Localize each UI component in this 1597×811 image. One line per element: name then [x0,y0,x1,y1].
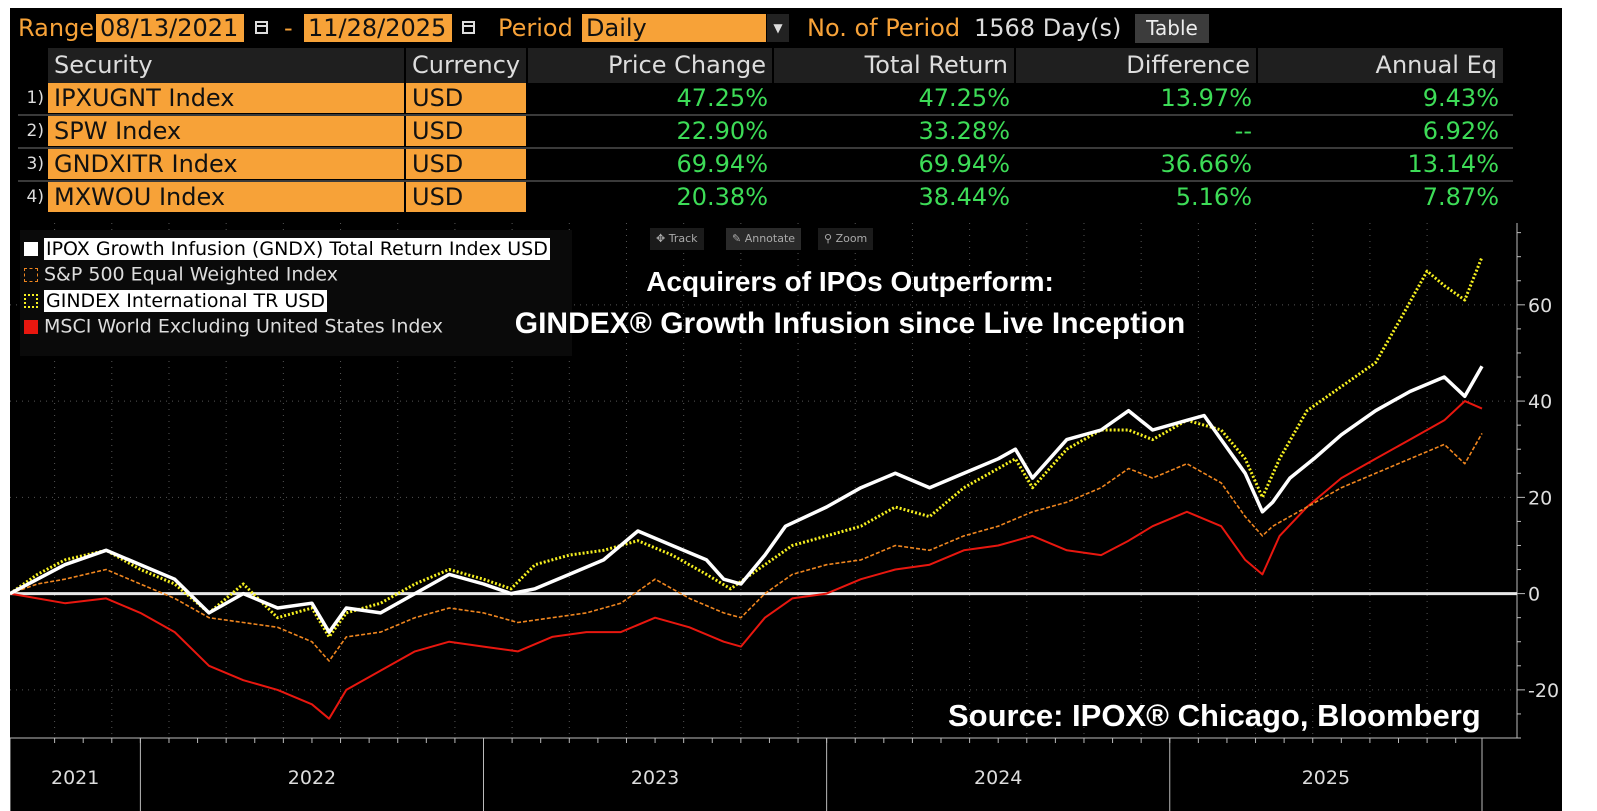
total-return-cell: 33.28% [918,117,1010,145]
annual-eq-cell: 9.43% [1422,84,1499,112]
series-line [10,433,1483,662]
total-return-cell: 47.25% [918,84,1010,112]
legend-label: S&P 500 Equal Weighted Index [44,263,339,286]
legend-item[interactable]: S&P 500 Equal Weighted Index [24,262,338,286]
row-divider [18,180,1513,182]
security-cell[interactable]: IPXUGNT Index [48,83,404,113]
chevron-down-icon[interactable]: ▼ [767,14,789,42]
range-label: Range [18,14,95,42]
x-tick-label: 2025 [1302,767,1350,789]
legend-item[interactable]: MSCI World Excluding United States Index [24,314,443,338]
row-divider [18,114,1513,116]
difference-cell: 36.66% [1160,150,1252,178]
legend-item[interactable]: GINDEX International TR USD [24,288,327,312]
range-dash: - [284,14,293,42]
total-return-cell: 38.44% [918,183,1010,211]
chart-source: Source: IPOX® Chicago, Bloomberg [948,698,1481,733]
header-total-return[interactable]: Total Return [774,48,1014,83]
calendar-icon[interactable] [462,21,475,34]
currency-cell[interactable]: USD [406,116,526,146]
range-start-input[interactable]: 08/13/2021 [96,14,244,42]
legend-label: GINDEX International TR USD [44,289,327,312]
annual-eq-cell: 6.92% [1422,117,1499,145]
performance-chart[interactable]: 60 40 20 0 -20 2021 2022 2023 2024 2025 [10,8,1562,811]
header-price-change[interactable]: Price Change [528,48,772,83]
x-tick-label: 2022 [288,767,336,789]
bloomberg-terminal: Range 08/13/2021 - 11/28/2025 Period Dai… [10,8,1562,811]
annotate-tool[interactable]: ✎ Annotate [726,228,802,250]
annual-eq-cell: 13.14% [1407,150,1499,178]
x-tick-label: 2024 [974,767,1022,789]
num-period-value: 1568 Day(s) [974,14,1122,42]
period-select[interactable]: Daily [582,14,766,42]
legend-item[interactable]: IPOX Growth Infusion (GNDX) Total Return… [24,236,550,260]
zoom-tool[interactable]: ⚲ Zoom [818,228,874,250]
currency-cell[interactable]: USD [406,83,526,113]
security-cell[interactable]: MXWOU Index [48,182,404,212]
legend-swatch [24,319,38,334]
chart-subtitle: GINDEX® Growth Infusion since Live Incep… [514,307,1186,340]
currency-cell[interactable]: USD [406,182,526,212]
toolbar: Range 08/13/2021 - 11/28/2025 Period Dai… [10,8,1562,48]
security-cell[interactable]: SPW Index [48,116,404,146]
difference-cell: -- [1234,117,1252,145]
row-number: 4) [26,187,44,207]
y-tick-label: 60 [1528,295,1552,317]
row-number: 1) [26,88,44,108]
table-button[interactable]: Table [1135,14,1209,43]
legend-label: IPOX Growth Infusion (GNDX) Total Return… [44,237,550,260]
row-number: 3) [26,154,44,174]
range-end-input[interactable]: 11/28/2025 [304,14,452,42]
price-change-cell: 47.25% [676,84,768,112]
series-line [10,365,1484,634]
y-tick-label: 40 [1528,391,1552,413]
header-security[interactable]: Security [48,48,404,83]
header-currency[interactable]: Currency [406,48,526,83]
price-change-cell: 22.90% [676,117,768,145]
header-difference[interactable]: Difference [1016,48,1256,83]
num-period-label: No. of Period [807,14,961,42]
series-line [10,400,1483,720]
chart-legend: IPOX Growth Infusion (GNDX) Total Return… [20,230,572,356]
row-divider [18,147,1513,149]
chart-title: Acquirers of IPOs Outperform: [646,266,1054,297]
difference-cell: 13.97% [1160,84,1252,112]
track-tool[interactable]: ✥ Track [650,228,704,250]
header-annual-eq[interactable]: Annual Eq [1258,48,1503,83]
y-tick-label: -20 [1528,680,1559,702]
total-return-cell: 69.94% [918,150,1010,178]
legend-swatch [24,293,38,308]
price-change-cell: 69.94% [676,150,768,178]
x-tick-label: 2021 [51,767,99,789]
period-label: Period [498,14,573,42]
difference-cell: 5.16% [1175,183,1252,211]
series-line [10,256,1484,639]
legend-swatch [24,267,38,282]
price-change-cell: 20.38% [676,183,768,211]
row-number: 2) [26,121,44,141]
calendar-icon[interactable] [255,21,268,34]
security-cell[interactable]: GNDXITR Index [48,149,404,179]
x-tick-label: 2023 [631,767,679,789]
currency-cell[interactable]: USD [406,149,526,179]
y-tick-label: 20 [1528,487,1552,509]
legend-swatch [24,241,38,256]
y-tick-label: 0 [1528,584,1540,606]
legend-label: MSCI World Excluding United States Index [44,315,444,338]
annual-eq-cell: 7.87% [1422,183,1499,211]
